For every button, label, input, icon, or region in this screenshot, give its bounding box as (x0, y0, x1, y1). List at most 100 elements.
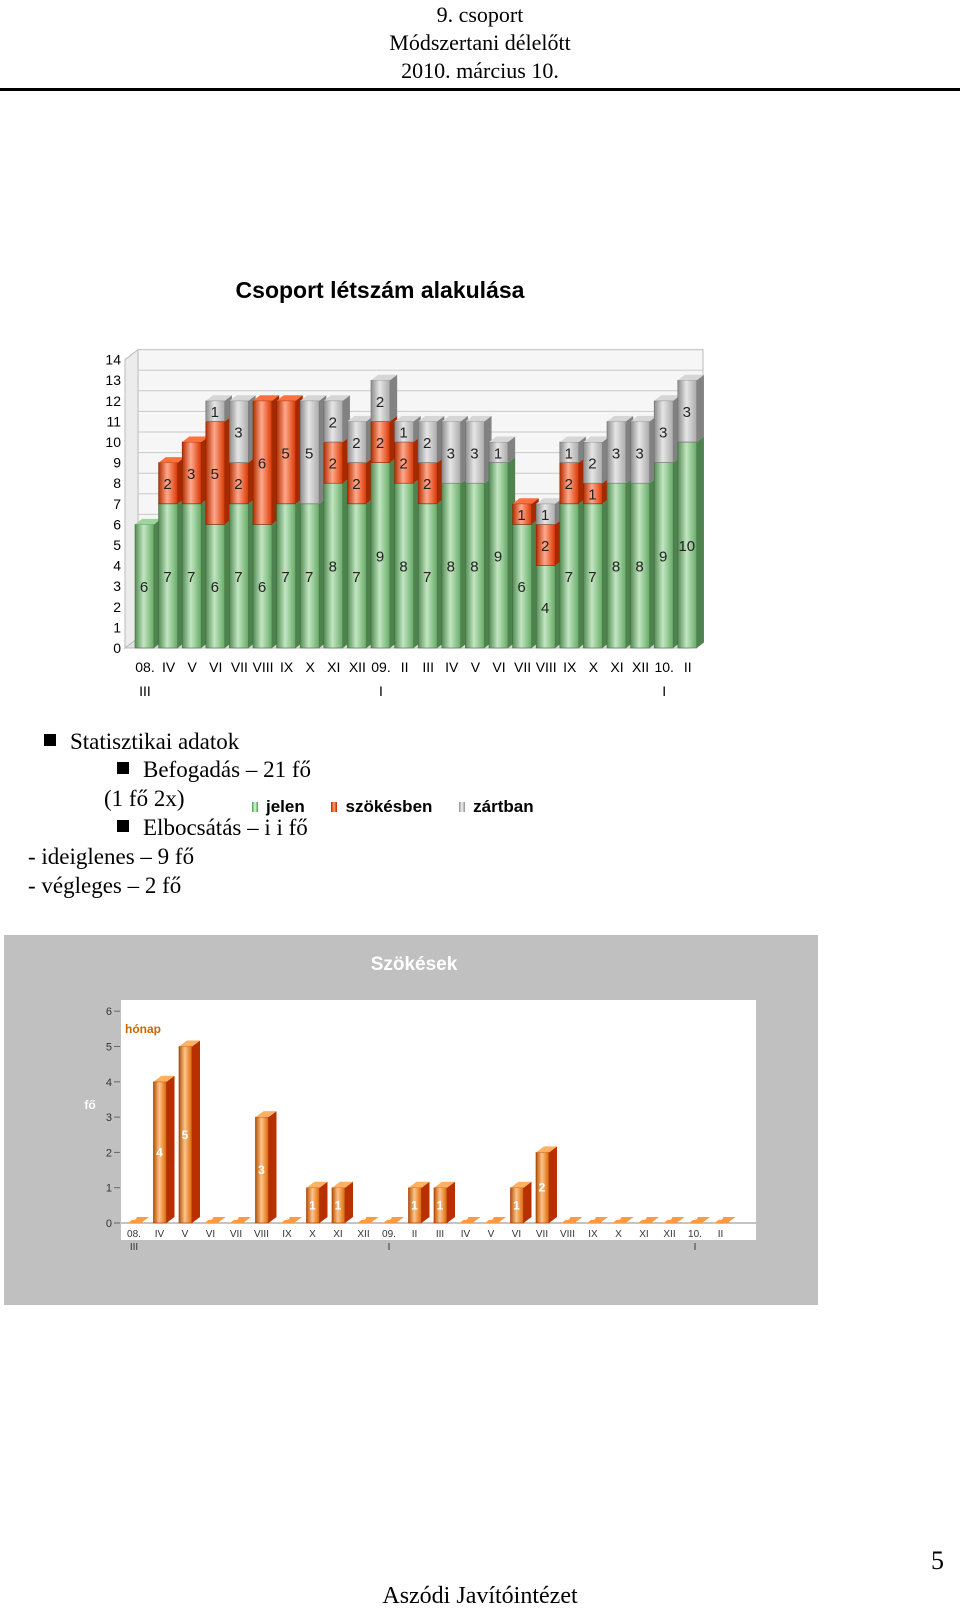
x-tick-label: X (589, 659, 599, 675)
data-label: 3 (683, 404, 691, 421)
bar-top (630, 415, 657, 422)
data-label: 9 (494, 548, 502, 565)
data-label: 0 (717, 1209, 724, 1223)
data-label: 1 (517, 507, 525, 524)
bar-side (447, 1181, 455, 1223)
x-tick-label: III (422, 659, 434, 675)
data-label: 4 (156, 1145, 163, 1159)
data-label: 0 (360, 1209, 367, 1223)
escape-bar (306, 1181, 328, 1224)
x-tick-label: VIII (560, 1229, 575, 1240)
bar-segment-zártban (535, 498, 563, 525)
x-tick-label: IV (445, 659, 459, 675)
x-tick-label: IX (588, 1229, 598, 1240)
data-label: 6 (517, 579, 525, 596)
data-label: 0 (590, 1209, 597, 1223)
bar-segment-zártban (370, 374, 398, 422)
escape-bar (663, 1217, 685, 1223)
bar-side (268, 1111, 277, 1223)
bullet-square-icon (117, 820, 129, 832)
y-tick-label: 3 (113, 578, 121, 594)
x-tick-label: XII (663, 1229, 675, 1240)
x-tick-label: VII (230, 1229, 242, 1240)
x-tick-label: VIII (536, 659, 557, 675)
x-tick-label: I (388, 1242, 391, 1253)
x-tick-label: XI (327, 659, 340, 675)
stats-intake-note: (1 fő 2x) (104, 786, 185, 811)
data-label: 6 (211, 579, 219, 596)
y-tick-label: 5 (113, 537, 121, 553)
data-label: 3 (447, 445, 455, 462)
escape-bar (612, 1217, 634, 1223)
data-label: 7 (163, 569, 171, 586)
data-label: 8 (399, 559, 407, 576)
data-label: 5 (281, 445, 289, 462)
data-label: 2 (329, 414, 337, 431)
escape-bar (638, 1217, 659, 1223)
escape-bar (561, 1217, 583, 1223)
data-label: 8 (447, 559, 455, 576)
x-tick-label: I (379, 683, 383, 699)
data-label: 0 (564, 1209, 571, 1223)
x-tick-label: XII (349, 659, 366, 675)
data-label: 7 (187, 569, 195, 586)
bar-segment-jelen (677, 436, 704, 649)
y-tick-label: 6 (106, 1006, 112, 1018)
bar-segment-zártban (205, 395, 232, 422)
x-tick-label: 10. (654, 659, 673, 675)
legend-marker-zartban (459, 802, 466, 812)
data-label: 2 (399, 456, 407, 473)
bar-side (696, 436, 704, 648)
x-tick-label: IV (162, 659, 176, 675)
data-label: 7 (305, 569, 313, 586)
escape-bar (535, 1146, 557, 1224)
bar-top (253, 395, 280, 401)
x-tick-label: III (139, 683, 151, 699)
x-tick-label: X (309, 1229, 316, 1240)
x-tick-label: VIII (254, 1229, 269, 1240)
bar-side (508, 436, 516, 463)
data-label: 0 (207, 1209, 214, 1223)
release-text: Elbocsátás – i i fő (143, 815, 308, 840)
escape-bar (689, 1217, 710, 1223)
headcount-chart: Csoport létszám alakulása012345678910111… (105, 277, 705, 699)
escape-bar (281, 1217, 302, 1223)
data-label: 8 (612, 559, 620, 576)
x-tick-label: 09. (371, 659, 390, 675)
escape-bar (128, 1217, 149, 1223)
stats-main: Statisztikai adatok (44, 728, 239, 756)
y-tick-label: 1 (106, 1183, 112, 1195)
x-tick-label: II (684, 659, 692, 675)
data-label: 6 (258, 579, 266, 596)
data-label: 3 (470, 445, 478, 462)
bar-top (371, 374, 398, 381)
data-label: 1 (411, 1198, 418, 1212)
escape-bar (357, 1217, 379, 1223)
bar-top (408, 1181, 430, 1188)
bar-top (489, 436, 516, 442)
data-label: 3 (187, 466, 195, 483)
bar-top (300, 395, 327, 401)
data-label: 5 (211, 466, 219, 483)
y-tick-label: 2 (106, 1147, 112, 1159)
y-tick-label: 12 (105, 393, 121, 409)
legend-item-jelen: jelen (252, 797, 305, 816)
x-tick-label: VI (206, 1229, 215, 1240)
legend-item-zartban: zártban (459, 797, 534, 816)
data-label: 2 (423, 476, 431, 493)
bar-segment-zártban (653, 395, 681, 463)
bullet-square-icon (117, 762, 129, 774)
escape-bar (153, 1075, 175, 1224)
x-tick-label: X (306, 659, 316, 675)
data-label: 0 (233, 1209, 240, 1223)
bar-top (434, 1181, 455, 1188)
header-rule (0, 88, 960, 91)
bar-segment-zártban (488, 436, 516, 463)
y-tick-label: 13 (105, 372, 121, 388)
legend-label-jelen: jelen (266, 797, 305, 816)
bar-side (421, 1181, 430, 1223)
footer-text: Aszódi Javítóintézet (382, 1583, 578, 1609)
x-tick-label: VII (514, 659, 531, 675)
data-label: 1 (494, 445, 502, 462)
escape-bar (204, 1217, 226, 1223)
